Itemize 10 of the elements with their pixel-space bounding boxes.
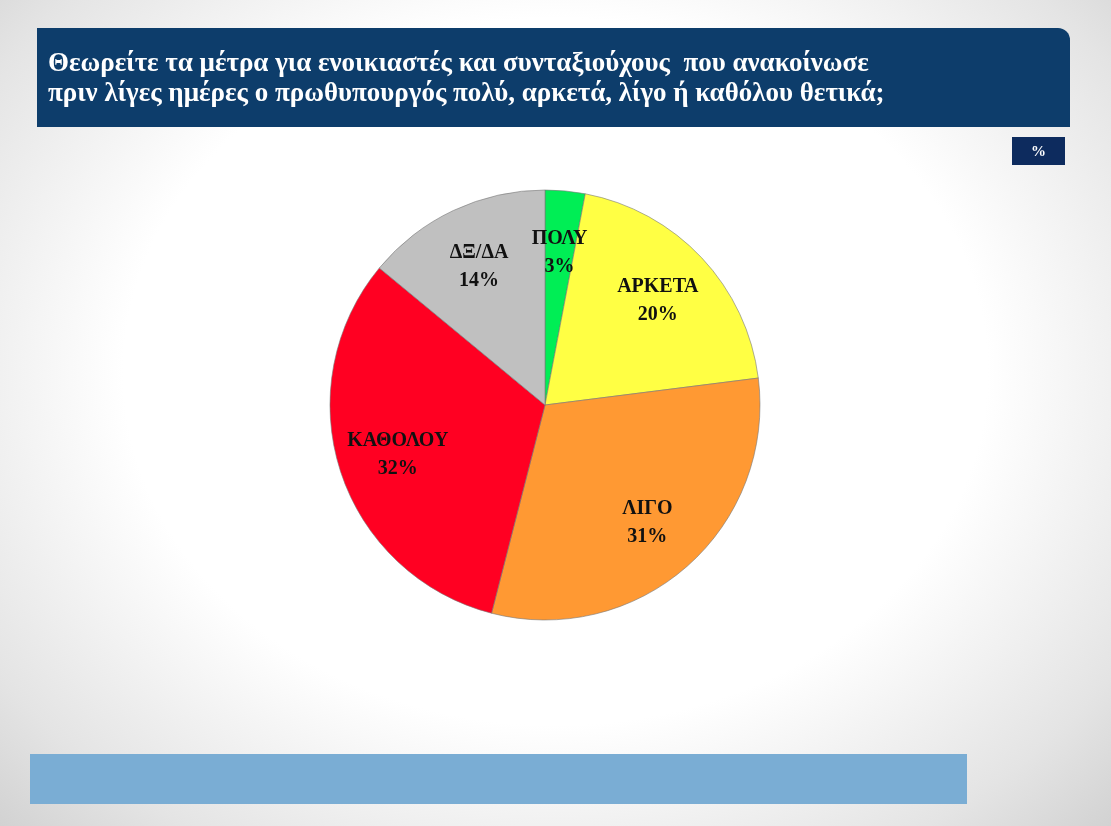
slice-label: ΚΑΘΟΛΟΥ	[347, 427, 449, 450]
data-label: 32%	[377, 455, 418, 478]
data-label: 20%	[637, 302, 678, 325]
chart-title: Θεωρείτε τα μέτρα για ενοικιαστές και συνταξιούχους που ανακοίνωσε πριν λίγες ημέρες ο πρωθυπουργός πολύ, αρκετά, λίγο ή καθόλου θετικά;	[48, 47, 886, 107]
data-label: 14%	[459, 267, 500, 290]
data-label: 31%	[627, 524, 668, 547]
slice-label: ΑΡΚΕΤΑ	[617, 274, 700, 297]
slice-label: ΛΙΓΟ	[622, 496, 673, 519]
text: %	[1012, 137, 1065, 165]
slice-label: ΔΞ/ΔΑ	[449, 239, 509, 262]
